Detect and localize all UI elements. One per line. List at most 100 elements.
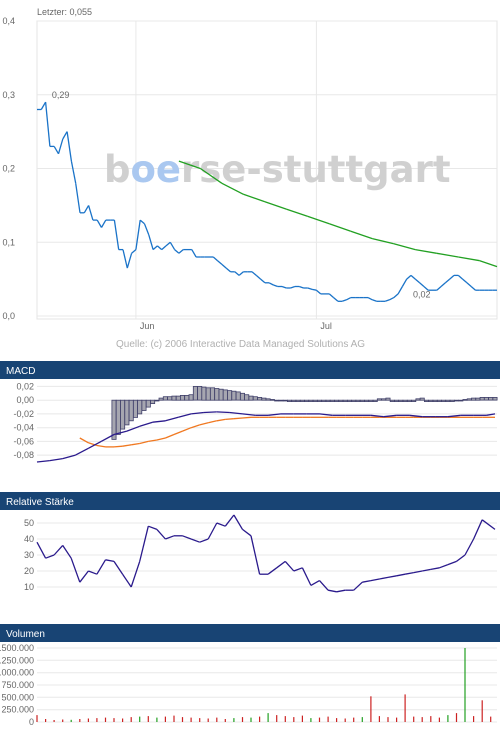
macd-histogram-bar — [445, 399, 451, 403]
macd-line-segment — [216, 411, 230, 414]
rsi-line-segment — [396, 573, 406, 577]
macd-histogram-bar — [441, 399, 447, 403]
macd-histogram-bar — [406, 399, 412, 403]
rsi-line-segment — [413, 570, 423, 574]
price-line-segment — [70, 160, 77, 184]
price-line-segment — [75, 183, 81, 213]
macd-line-segment — [268, 413, 282, 416]
macd-histogram-bar — [376, 398, 382, 401]
macd-histogram-bar — [231, 390, 237, 401]
macd-panel: MACD 0,02 0,00 -0,02 -0,04 -0,06 -0,08 — [0, 361, 500, 463]
rsi-line-segment — [216, 522, 226, 527]
price-line-segment — [100, 219, 107, 228]
price-y-tick-label: 0,2 — [2, 164, 15, 174]
rsi-line-segment — [105, 559, 115, 563]
price-line-segment — [234, 271, 240, 276]
moving-average-line-segment — [393, 243, 416, 251]
macd-histogram-bar — [222, 389, 228, 401]
macd-signal-line-segment — [208, 420, 217, 424]
rsi-line-segment — [353, 581, 363, 591]
macd-line-segment — [152, 420, 166, 423]
rsi-line-segment — [224, 514, 235, 527]
macd-signal-line-segment — [182, 427, 192, 432]
rsi-line-segment — [362, 579, 372, 583]
price-line-segment — [346, 297, 352, 301]
macd-signal-line-segment — [113, 445, 123, 448]
macd-histogram-bar — [359, 399, 365, 403]
moving-average-line-segment — [178, 160, 201, 170]
price-line-segment — [44, 102, 51, 147]
price-line-segment — [311, 288, 317, 291]
boerse-stuttgart-watermark: boerse-stuttgart — [104, 148, 451, 191]
macd-line-segment — [447, 414, 461, 418]
macd-line-segment — [88, 440, 102, 449]
rsi-line-segment — [190, 538, 200, 543]
price-line-segment — [139, 219, 145, 225]
macd-signal-line-segment — [131, 442, 140, 446]
price-line-segment — [444, 278, 451, 284]
macd-histogram-bar — [415, 398, 421, 401]
y-tick-label: 0,02 — [16, 381, 34, 391]
macd-histogram-bar — [188, 394, 194, 401]
macd-histogram-bar — [175, 395, 181, 401]
price-line-segment — [401, 278, 408, 287]
macd-histogram-bar — [389, 399, 395, 403]
price-line-segment — [436, 286, 442, 291]
macd-y-ticks: 0,02 0,00 -0,02 -0,04 -0,06 -0,08 — [13, 381, 34, 460]
rsi-line-segment — [148, 525, 158, 531]
price-line-segment — [135, 220, 141, 250]
macd-histogram-bar — [436, 399, 442, 403]
price-line-segment — [328, 293, 335, 299]
price-line-segment — [268, 282, 274, 286]
price-line-segment — [423, 286, 429, 291]
macd-line-segment — [383, 414, 397, 418]
price-line-segment — [96, 219, 103, 228]
macd-histogram-bar — [364, 399, 370, 403]
rsi-line-segment — [88, 570, 98, 575]
macd-histogram-bar — [209, 387, 215, 401]
rsi-line-segment — [439, 563, 449, 569]
y-tick-label: -0,08 — [13, 450, 34, 460]
price-annotation-label: 0,02 — [413, 289, 431, 299]
moving-average-line-segment — [264, 201, 287, 210]
moving-average-line-segment — [329, 223, 352, 232]
price-line-segment — [83, 205, 90, 214]
macd-histogram-bar — [325, 399, 331, 403]
price-line-segment — [397, 286, 403, 295]
price-line-segment — [191, 249, 197, 258]
rsi-line-segment — [310, 580, 320, 586]
macd-histogram-bar — [269, 399, 275, 401]
macd-line-segment — [165, 416, 179, 422]
price-line-segment — [87, 205, 94, 221]
macd-histogram-bar — [368, 399, 374, 403]
moving-average-line-segment — [350, 230, 373, 240]
macd-histogram-bar — [338, 399, 344, 403]
macd-signal-line-segment — [122, 444, 132, 447]
price-line-segment — [113, 220, 120, 250]
rsi-line-segment — [79, 570, 89, 583]
y-tick-label: -0,06 — [13, 436, 34, 446]
rsi-line-segment — [242, 528, 252, 537]
price-line-segment — [290, 285, 296, 289]
macd-histogram-bar — [261, 397, 267, 401]
y-tick-label: 0,00 — [16, 395, 34, 405]
rsi-grid — [37, 522, 497, 588]
rsi-line-segment — [319, 580, 329, 591]
macd-histogram-bar — [428, 399, 434, 403]
price-line-segment — [466, 282, 472, 287]
macd-histogram-bar — [462, 399, 468, 401]
price-line-segment — [315, 289, 322, 295]
rsi-line-segment — [422, 568, 431, 572]
rsi-line-segment — [284, 560, 295, 572]
price-line-segment — [470, 286, 476, 291]
macd-signal-line-segment — [148, 439, 158, 443]
rsi-line-segment — [301, 567, 312, 586]
rsi-line-segment — [45, 554, 55, 559]
price-line-segment — [143, 223, 150, 236]
macd-grid — [37, 385, 497, 456]
volume-bars — [36, 648, 492, 722]
macd-histogram-bar — [372, 399, 378, 403]
macd-histogram-bar — [402, 399, 408, 403]
macd-signal-line-segment — [242, 416, 252, 419]
